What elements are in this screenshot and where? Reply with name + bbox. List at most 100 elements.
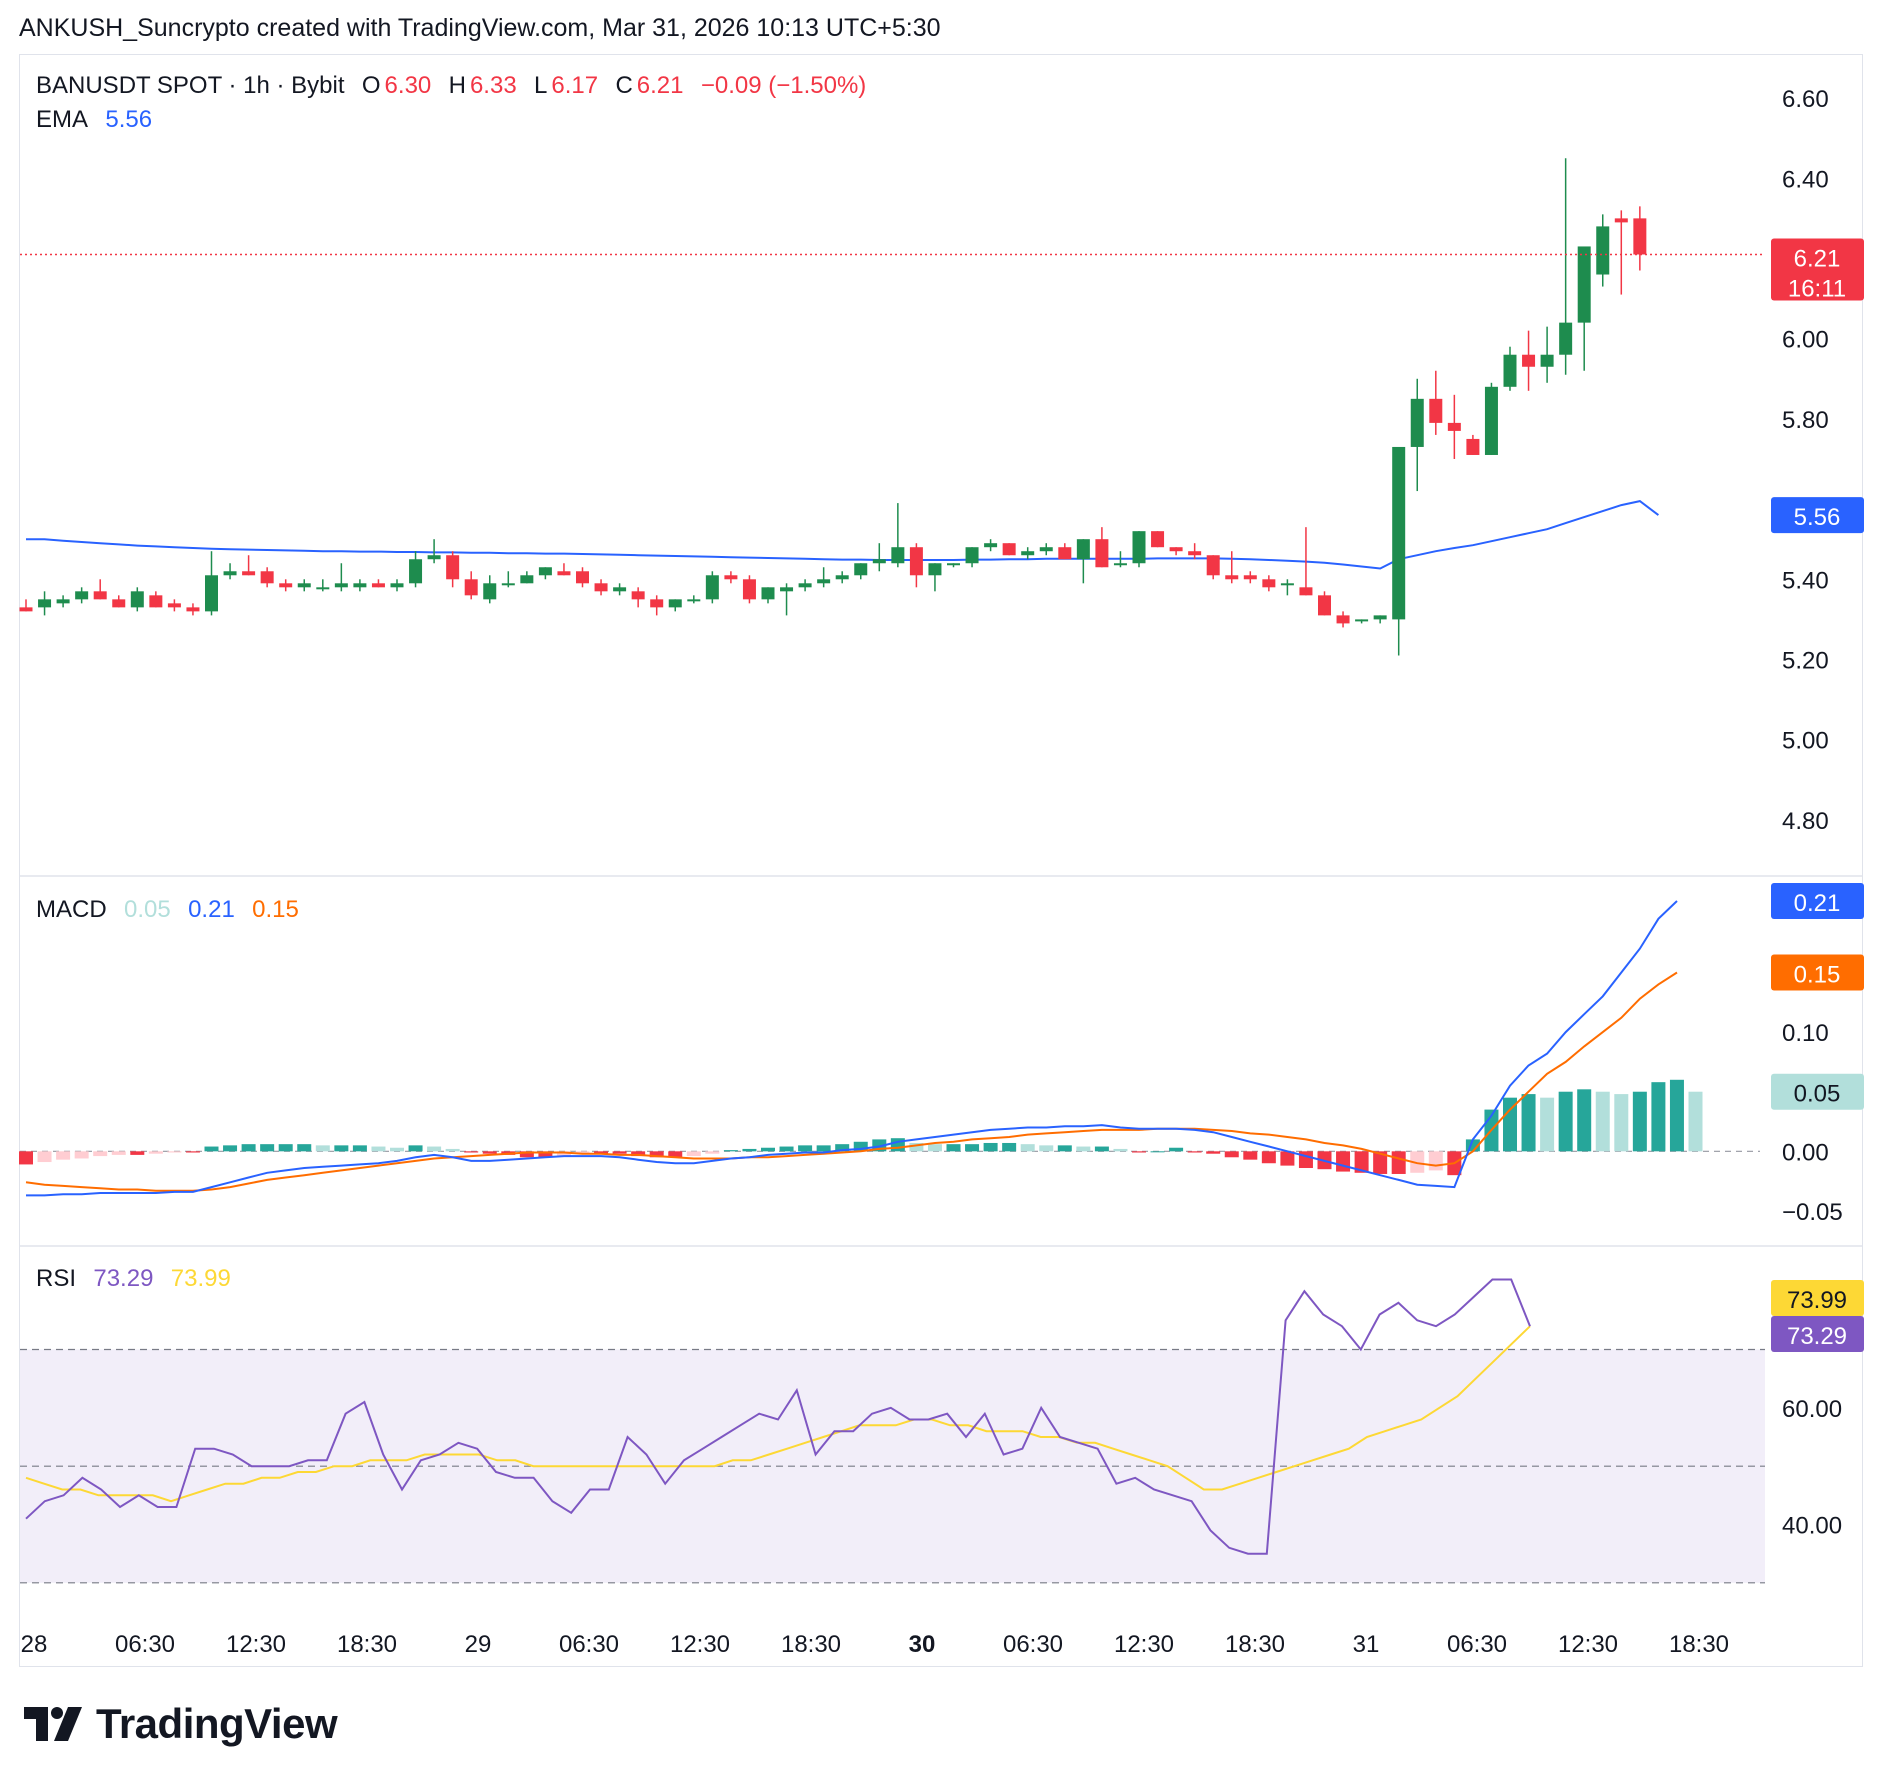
close-label: C [615, 72, 633, 99]
macd-line-value: 0.21 [188, 896, 235, 923]
ema-badge-bg [1771, 497, 1864, 534]
macd-hist-bar [1558, 1091, 1573, 1152]
candle-body [1596, 226, 1610, 275]
macd-hist-bar [37, 1151, 52, 1163]
candle-body [1058, 547, 1072, 560]
candle-body [724, 575, 738, 580]
time-axis: 28 06:30 12:30 18:30 29 06:30 12:30 18:30 30 06:3… [21, 1631, 1729, 1658]
macd-line [26, 900, 1678, 1197]
candle-body [297, 583, 311, 588]
macd-hist-bar [1632, 1091, 1647, 1152]
candle-body [1188, 551, 1202, 556]
candle-body [761, 587, 775, 600]
candle-body [965, 547, 979, 564]
candle [835, 571, 849, 584]
candle [817, 567, 831, 588]
macd-hist-bar [1224, 1151, 1239, 1158]
ema-badge-text: 5.56 [1794, 504, 1841, 531]
macd-hist-bar [260, 1144, 275, 1152]
candle-body [1280, 583, 1294, 586]
price-tick-label: 4.80 [1782, 808, 1829, 835]
macd-hist-bar [148, 1151, 163, 1154]
last-price-badge-text: 16:11 [1788, 275, 1846, 302]
time-tick-label: 31 [1353, 1631, 1380, 1658]
candle-body [93, 591, 107, 600]
macd-hist-bar [668, 1151, 683, 1158]
candle-body [1206, 555, 1220, 576]
candle-body [19, 607, 33, 612]
candle [223, 563, 237, 580]
candle [613, 583, 627, 596]
candle [242, 555, 256, 576]
macd-hist-bar [1132, 1151, 1146, 1153]
macd-hist-bar [1243, 1151, 1258, 1160]
macd-hist-bar [371, 1146, 386, 1152]
macd-hist-bar [927, 1144, 942, 1152]
price-tick-label: 6.00 [1782, 327, 1829, 354]
rsi-legend[interactable]: RSI 73.29 73.99 [36, 1265, 235, 1293]
macd-legend[interactable]: MACD 0.05 0.21 0.15 [36, 896, 303, 924]
candle-body [1503, 354, 1517, 387]
candle-body [520, 575, 534, 584]
time-tick-label: 28 [21, 1631, 48, 1658]
macd-pane [19, 900, 1760, 1197]
candle [742, 575, 756, 604]
candle-body [409, 559, 423, 584]
candle [594, 579, 608, 596]
candle-body [668, 599, 682, 608]
candle [149, 591, 163, 608]
macd-hist-bar [779, 1146, 794, 1152]
candle [112, 595, 126, 608]
candle-body [1429, 398, 1443, 423]
candle-body [835, 575, 849, 580]
candle [668, 599, 682, 612]
candle [353, 579, 367, 592]
macd-hist-bar [1336, 1151, 1351, 1172]
candle [501, 571, 515, 588]
macd-hist-bar [1076, 1146, 1091, 1152]
macd-hist-bar [1651, 1082, 1666, 1152]
candle-body [909, 547, 923, 576]
macd-hist-bar [1503, 1097, 1517, 1152]
time-tick-label: 29 [465, 1631, 492, 1658]
candle [965, 547, 979, 568]
candle [984, 539, 998, 552]
candle-body [872, 559, 886, 564]
high-value: 6.33 [469, 72, 517, 99]
chart-frame[interactable] [19, 54, 1863, 1667]
candle [297, 579, 311, 592]
macd-hist-bar [909, 1142, 924, 1152]
candle [1503, 346, 1517, 391]
candle-body [687, 599, 701, 602]
macd-hist-bar [946, 1144, 961, 1152]
candle-body [538, 567, 552, 576]
candle-body [1002, 543, 1016, 556]
ema-legend[interactable]: EMA 5.56 [36, 106, 156, 134]
candle [316, 579, 330, 592]
candle [1280, 579, 1294, 596]
macd-tick-label: 0.00 [1782, 1139, 1829, 1166]
macd-hist-bar [983, 1142, 998, 1152]
macd-hist-bar [19, 1151, 33, 1165]
macd-hist-bar [556, 1151, 571, 1157]
time-tick-label: 06:30 [1447, 1631, 1507, 1658]
tradingview-logo[interactable]: TradingView [24, 1700, 338, 1748]
candle-body [1392, 446, 1406, 620]
macd-hist-bar [185, 1151, 200, 1153]
macd-hist-badge-text: 0.05 [1794, 1081, 1841, 1108]
symbol-label[interactable]: BANUSDT SPOT · 1h · Bybit [36, 72, 345, 99]
macd-tick-label: −0.05 [1782, 1199, 1843, 1226]
candle-body [1447, 422, 1461, 431]
macd-hist-bar [705, 1151, 720, 1154]
candle [186, 603, 200, 616]
macd-hist-bar [204, 1146, 219, 1152]
macd-hist-bar [167, 1151, 182, 1153]
price-tick-label: 5.40 [1782, 567, 1829, 594]
close-value: 6.21 [636, 72, 684, 99]
candle-body [75, 591, 89, 600]
macd-hist-bar [334, 1145, 349, 1152]
macd-signal-value: 0.15 [252, 896, 299, 923]
macd-hist-bar [1428, 1151, 1443, 1171]
candle [93, 579, 107, 600]
